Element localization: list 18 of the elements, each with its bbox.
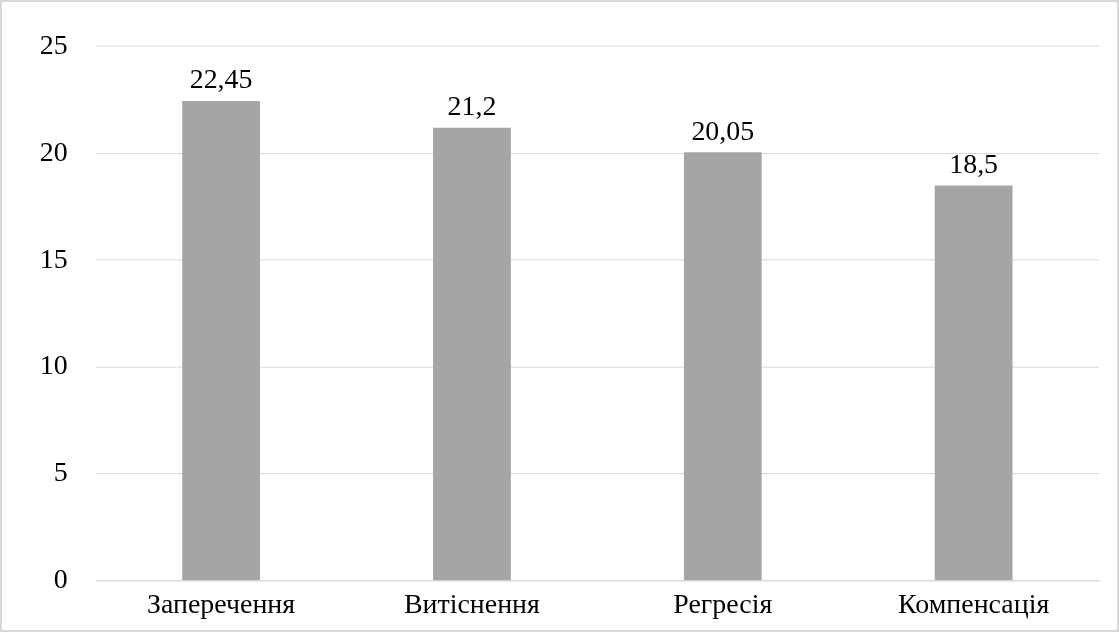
y-tick-label: 25 [39, 28, 68, 60]
x-tick-label: Компенсація [898, 587, 1050, 619]
y-tick-label: 20 [39, 135, 68, 167]
bar [934, 185, 1013, 581]
bar [182, 101, 260, 581]
data-label: 21,2 [447, 90, 497, 122]
data-label: 20,05 [691, 114, 755, 146]
x-tick-label: Витіснення [404, 587, 541, 619]
data-label: 22,45 [189, 63, 253, 95]
x-tick-label: Регресія [673, 587, 773, 619]
y-tick-label: 10 [39, 349, 68, 381]
x-tick-label: Заперечення [147, 587, 296, 619]
y-tick-label: 5 [53, 456, 68, 488]
bar [433, 127, 511, 581]
y-tick-label: 0 [53, 563, 68, 595]
data-label: 18,5 [949, 147, 999, 179]
bar [683, 152, 762, 581]
y-tick-label: 15 [39, 242, 68, 274]
